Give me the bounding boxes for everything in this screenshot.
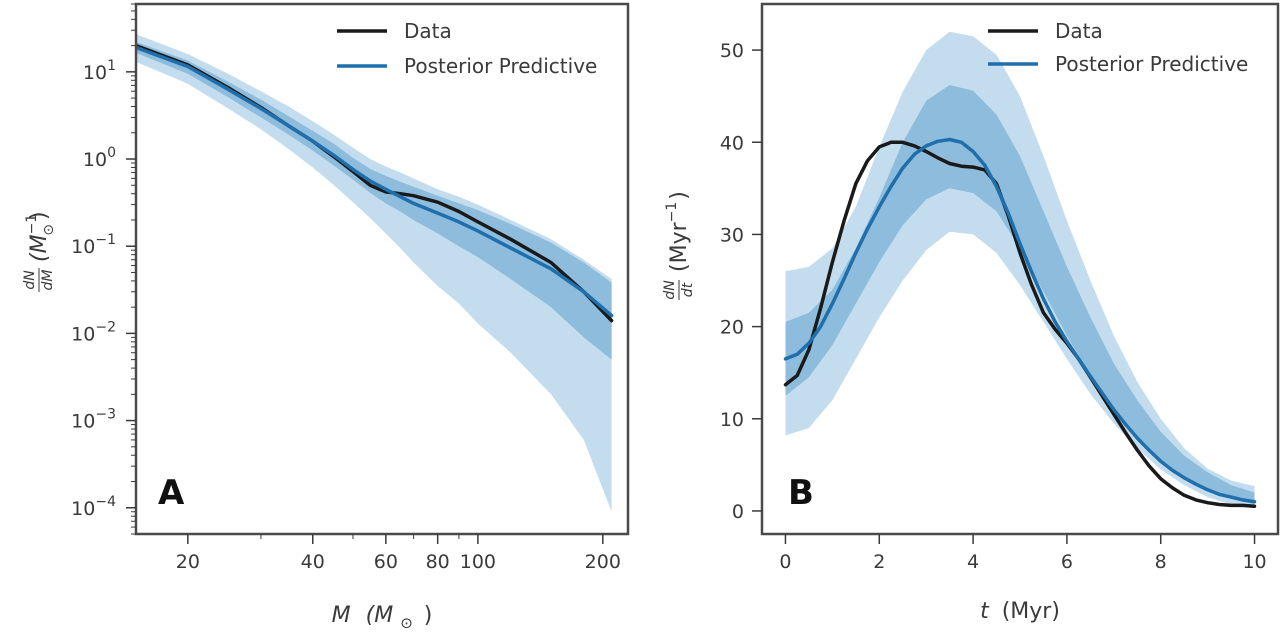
x-axis-label-b: t (Myr) (980, 599, 1060, 624)
panel-a-legend: Data Posterior Predictive (337, 19, 597, 78)
y-tick-label: 0 (732, 501, 744, 523)
x-tick-label: 8 (1155, 551, 1167, 573)
legend-label-data: Data (1055, 19, 1103, 43)
y-tick-label: 50 (720, 40, 744, 62)
y-tick-label: 10−3 (71, 407, 116, 433)
x-tick-label: 200 (585, 551, 621, 573)
panel-a-ticks: 20 40 60 80 100 200 10−4 10−3 10−2 10−1 100 101 (71, 3, 621, 573)
panel-label-a: A (158, 473, 185, 513)
panel-b: 0 2 4 6 8 10 0 10 20 30 40 50 Data Posterior Predic… (662, 2, 1280, 624)
x-tick-label: 10 (1242, 551, 1266, 573)
panel-b-ticks: 0 2 4 6 8 10 0 10 20 30 40 50 (720, 40, 1267, 573)
series-line-posterior-predictive (783, 137, 1257, 504)
panel-a-lines (136, 43, 614, 323)
x-tick-label: 80 (426, 551, 450, 573)
legend-label-data: Data (404, 19, 452, 43)
panel-a-frame (134, 2, 630, 536)
x-tick-label: 60 (374, 551, 398, 573)
y-tick-label: 40 (720, 132, 744, 154)
y-tick-label: 10 (720, 409, 744, 431)
x-tick-label: 6 (1061, 551, 1073, 573)
x-tick-label: 4 (967, 551, 979, 573)
panel-a: 20 40 60 80 100 200 10−4 10−3 10−2 10−1 100 101 Dat… (22, 2, 630, 634)
series-line-posterior-predictive (136, 45, 614, 318)
x-tick-label: 40 (301, 551, 325, 573)
panel-b-bands (785, 31, 1255, 509)
panel-a-bands (136, 34, 612, 512)
svg-text:dN: dN (22, 270, 38, 290)
panel-b-lines (783, 137, 1257, 509)
y-tick-label: 20 (720, 317, 744, 339)
series-line-data (783, 140, 1257, 509)
svg-text:(Myr−1): (Myr−1) (664, 191, 692, 272)
y-tick-label: 10−4 (71, 494, 116, 520)
legend-label-posterior: Posterior Predictive (404, 54, 597, 78)
legend-label-posterior: Posterior Predictive (1055, 52, 1248, 76)
panel-b-frame (760, 2, 1280, 536)
panel-label-b: B (788, 473, 814, 513)
svg-text:dN: dN (662, 280, 678, 300)
svg-text:dt: dt (680, 282, 696, 297)
y-tick-label: 30 (720, 224, 744, 246)
x-tick-label: 2 (873, 551, 885, 573)
y-tick-label: 101 (83, 58, 116, 84)
y-tick-label: 10−2 (71, 319, 116, 345)
y-axis-label-a: dN dM (M−1⊙) (22, 211, 57, 292)
svg-text:dM: dM (40, 270, 56, 291)
y-axis-label-b: dN dt (Myr−1) (662, 191, 696, 300)
x-tick-label: 20 (176, 551, 200, 573)
svg-text:(M−1⊙): (M−1⊙) (24, 211, 57, 262)
x-axis-label-a: M (M ⊙ ) (332, 603, 433, 634)
x-tick-label: 0 (779, 551, 791, 573)
y-tick-label: 100 (83, 145, 116, 171)
y-tick-label: 10−1 (71, 232, 116, 258)
panel-b-legend: Data Posterior Predictive (988, 19, 1248, 76)
x-tick-label: 100 (460, 551, 496, 573)
credible-band-inner (785, 85, 1255, 505)
